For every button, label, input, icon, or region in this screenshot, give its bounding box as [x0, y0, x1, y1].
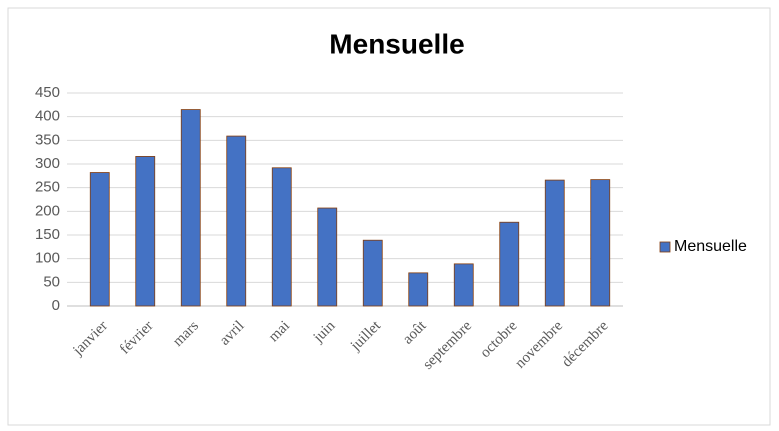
y-tick-label: 100: [35, 250, 60, 267]
y-tick-label: 200: [35, 202, 60, 219]
y-tick-label: 300: [35, 155, 60, 172]
y-tick-label: 350: [35, 131, 60, 148]
y-tick-label: 400: [35, 108, 60, 125]
bar: [89, 172, 110, 307]
bar: [271, 167, 292, 307]
bar: [408, 272, 429, 307]
chart-title: Mensuelle: [329, 28, 464, 59]
bar: [226, 135, 247, 307]
y-tick-label: 0: [52, 297, 60, 314]
y-tick-label: 150: [35, 226, 60, 243]
bar: [317, 207, 338, 307]
bar: [362, 239, 383, 307]
bar: [499, 221, 520, 307]
bar: [180, 109, 201, 307]
legend-marker: [659, 241, 671, 253]
y-tick-label: 50: [43, 273, 60, 290]
y-tick-label: 450: [35, 84, 60, 101]
bar: [453, 263, 474, 307]
bar: [544, 179, 565, 307]
legend-label: Mensuelle: [674, 238, 747, 255]
chart-frame: [7, 7, 771, 426]
bar: [590, 179, 611, 307]
bar: [135, 156, 156, 307]
y-tick-label: 250: [35, 179, 60, 196]
